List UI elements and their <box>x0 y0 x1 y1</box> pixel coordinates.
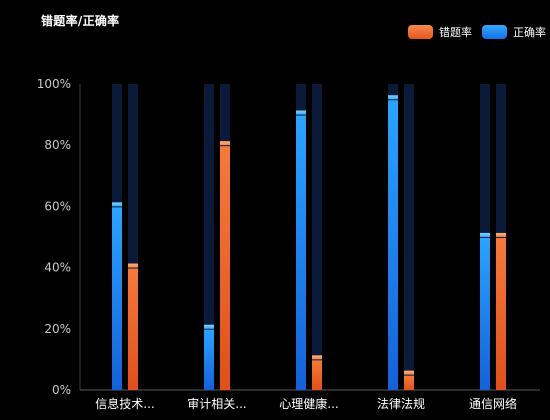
legend-label-correct-rate: 正确率 <box>513 26 546 39</box>
bar-track-correct-rate <box>480 84 490 390</box>
bar-track-error-rate <box>312 84 322 390</box>
legend-swatch-correct-rate <box>482 25 507 39</box>
bar-cap-correct-rate <box>388 95 398 100</box>
y-tick-label: 80% <box>44 138 71 152</box>
bar-error-rate <box>496 237 506 390</box>
legend-item-correct-rate[interactable]: 正确率 <box>482 24 546 40</box>
bars-layer: 信息技术... 审计相关... 心理健康... 法律法规 通信网络 <box>95 84 517 411</box>
bar-cap-error-rate <box>220 141 230 146</box>
bar-group: 法律法规 <box>377 84 425 411</box>
bar-cap-error-rate <box>404 370 414 375</box>
legend-item-error-rate[interactable]: 错题率 <box>408 24 472 40</box>
bar-track-error-rate <box>128 84 138 390</box>
bar-error-rate <box>404 375 414 390</box>
bar-error-rate <box>312 360 322 390</box>
bar-cap-error-rate <box>312 355 322 360</box>
bar-cap-correct-rate <box>480 232 490 237</box>
legend-swatch-error-rate <box>408 25 433 39</box>
bar-group: 通信网络 <box>469 84 517 411</box>
x-tick-label: 法律法规 <box>377 396 425 411</box>
y-tick-label: 40% <box>44 261 71 275</box>
chart-title: 错题率/正确率 <box>41 14 120 28</box>
bar-correct-rate <box>112 207 122 390</box>
bar-group: 心理健康... <box>279 84 339 411</box>
legend: 错题率 正确率 <box>408 24 546 40</box>
bar-correct-rate <box>480 237 490 390</box>
bar-track-correct-rate <box>204 84 214 390</box>
bar-group: 信息技术... <box>95 84 155 411</box>
x-tick-label: 通信网络 <box>469 396 517 411</box>
bar-correct-rate <box>296 115 306 390</box>
bar-error-rate <box>220 146 230 390</box>
bar-track-error-rate <box>404 84 414 390</box>
x-tick-label: 审计相关... <box>187 396 246 411</box>
bar-cap-correct-rate <box>112 202 122 207</box>
x-tick-label: 心理健康... <box>279 396 338 411</box>
bar-cap-correct-rate <box>204 324 214 329</box>
bar-track-error-rate <box>496 84 506 390</box>
bar-cap-error-rate <box>128 263 138 268</box>
y-tick-label: 20% <box>44 322 71 336</box>
bar-error-rate <box>128 268 138 390</box>
y-tick-label: 100% <box>37 77 71 91</box>
bar-correct-rate <box>388 100 398 391</box>
bar-correct-rate <box>204 329 214 390</box>
bar-cap-error-rate <box>496 232 506 237</box>
y-tick-label: 60% <box>44 199 71 213</box>
legend-label-error-rate: 错题率 <box>439 26 472 39</box>
axis-layer: 0% 20% 40% 60% 80% 100% <box>37 77 540 397</box>
y-tick-label: 0% <box>52 383 71 397</box>
bar-cap-correct-rate <box>296 110 306 115</box>
bar-group: 审计相关... <box>187 84 247 411</box>
x-tick-label: 信息技术... <box>95 396 154 411</box>
